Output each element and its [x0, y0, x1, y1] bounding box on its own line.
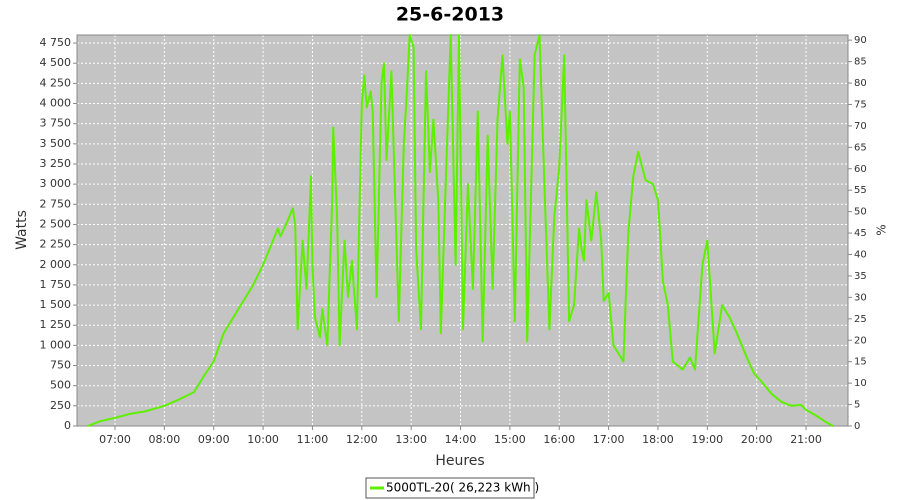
y2-axis-label: % [875, 224, 889, 235]
y2-tick-label: 75 [854, 99, 867, 110]
y-tick-label: 0 [64, 419, 71, 432]
y-tick-label: 1 500 [40, 298, 72, 311]
y-tick-label: 4 000 [40, 97, 72, 110]
x-tick-label: 18:00 [642, 433, 674, 446]
plot-border [76, 34, 849, 427]
y-tick-label: 750 [50, 359, 71, 372]
legend [365, 477, 535, 499]
x-tick-label: 20:00 [741, 433, 773, 446]
x-tick-label: 16:00 [543, 433, 575, 446]
data-line [87, 34, 834, 427]
y-tick-label: 500 [50, 379, 71, 392]
y-tick-label: 250 [50, 399, 71, 412]
y-tick-label: 4 250 [40, 76, 72, 89]
y-tick-label: 3 250 [40, 157, 72, 170]
x-tick-label: 17:00 [593, 433, 625, 446]
y-tick-label: 1 250 [40, 318, 72, 331]
y-tick-label: 4 500 [40, 56, 72, 69]
x-tick-label: 11:00 [297, 433, 329, 446]
x-tick-label: 09:00 [198, 433, 230, 446]
x-tick-label: 08:00 [149, 433, 181, 446]
y-tick-label: 2 750 [40, 197, 72, 210]
x-tick-label: 14:00 [445, 433, 477, 446]
y2-tick-label: 45 [854, 228, 867, 239]
y-tick-label: 3 750 [40, 117, 72, 130]
y2-tick-label: 65 [854, 142, 867, 153]
y2-tick-label: 5 [854, 400, 860, 411]
y2-tick-label: 85 [854, 57, 867, 68]
y-tick-label: 2 250 [40, 238, 72, 251]
y-tick-label: 4 750 [40, 36, 72, 49]
x-axis-label: Heures [435, 453, 484, 469]
x-tick-label: 21:00 [790, 433, 822, 446]
y2-tick-label: 10 [854, 378, 867, 389]
x-tick-label: 12:00 [346, 433, 378, 446]
y2-tick-label: 25 [854, 314, 867, 325]
y2-tick-label: 55 [854, 185, 867, 196]
y-tick-label: 2 000 [40, 258, 72, 271]
y2-tick-label: 40 [854, 250, 867, 261]
y2-tick-label: 15 [854, 357, 867, 368]
y2-tick-label: 60 [854, 164, 867, 175]
y-tick-label: 2 500 [40, 217, 72, 230]
y-tick-label: 3 000 [40, 177, 72, 190]
x-tick-label: 07:00 [99, 433, 131, 446]
y2-tick-label: 50 [854, 207, 867, 218]
y2-tick-label: 70 [854, 121, 867, 132]
y2-tick-label: 80 [854, 78, 867, 89]
chart-title: 25-6-2013 [396, 4, 504, 26]
y2-tick-label: 35 [854, 271, 867, 282]
y2-tick-label: 30 [854, 292, 867, 303]
x-tick-label: 19:00 [691, 433, 723, 446]
x-tick-label: 13:00 [395, 433, 427, 446]
y2-tick-label: 90 [854, 35, 867, 46]
legend-label: 5000TL-20( 26,223 kWh ) [386, 481, 539, 495]
x-tick-label: 10:00 [247, 433, 279, 446]
y-tick-label: 3 500 [40, 137, 72, 150]
y-axis-label: Watts [14, 210, 30, 250]
y-tick-label: 1 750 [40, 278, 72, 291]
x-tick-label: 15:00 [494, 433, 526, 446]
y2-tick-label: 20 [854, 335, 867, 346]
y-tick-label: 1 000 [40, 338, 72, 351]
y2-tick-label: 0 [854, 421, 860, 432]
